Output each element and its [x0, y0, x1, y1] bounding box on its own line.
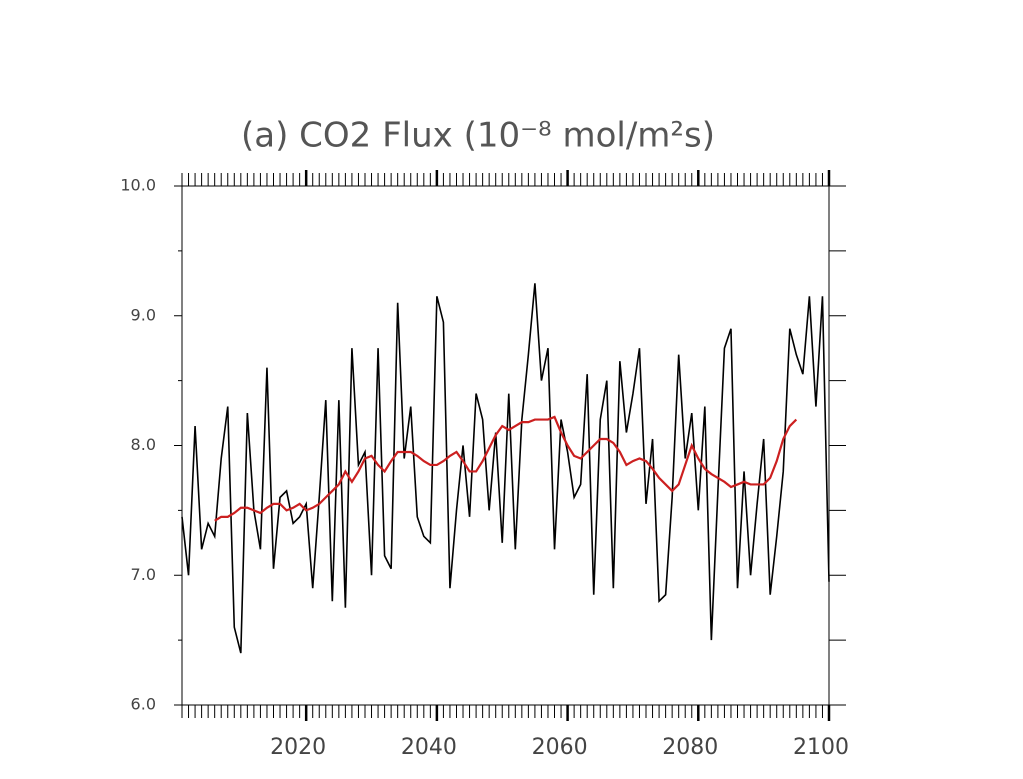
y-tick-label: 9.0 [131, 305, 156, 324]
y-tick-label: 7.0 [131, 565, 156, 584]
series-line [181, 283, 830, 654]
plot-frame [181, 185, 830, 706]
x-tick-label: 2100 [793, 735, 849, 760]
x-tick-label: 2080 [662, 735, 718, 760]
y-tick-label: 8.0 [131, 435, 156, 454]
x-tick-label: 2040 [401, 735, 457, 760]
x-tick-label: 2020 [270, 735, 326, 760]
series-line [214, 415, 798, 522]
y-tick-label: 6.0 [131, 695, 156, 714]
x-tick-label: 2060 [532, 735, 588, 760]
y-tick-label: 10.0 [120, 176, 156, 195]
chart-title: (a) CO2 Flux (10⁻⁸ mol/m²s) [241, 116, 715, 156]
